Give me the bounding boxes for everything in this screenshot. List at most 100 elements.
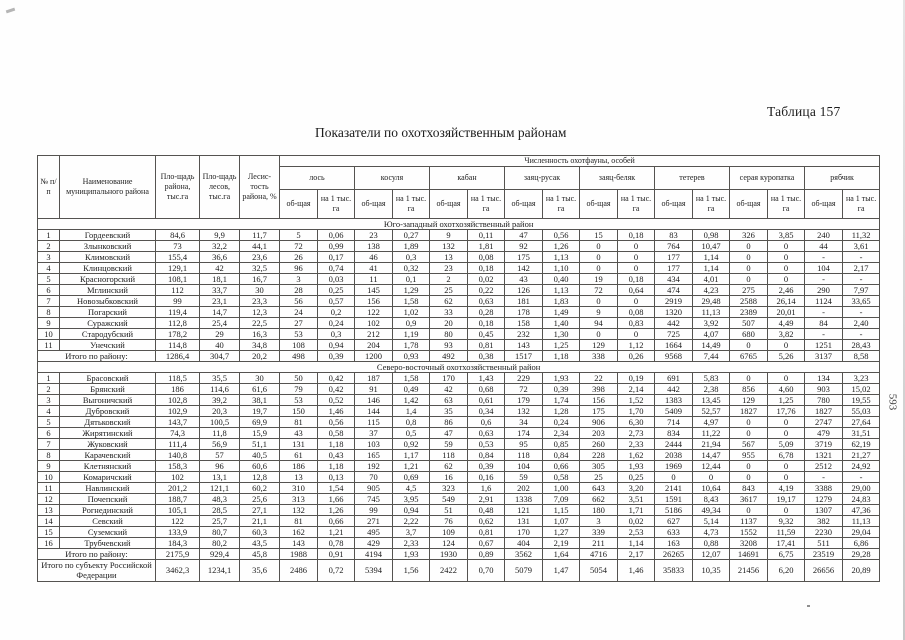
value-cell: 1,14 — [692, 262, 730, 274]
total-value-cell: 0,91 — [317, 548, 355, 560]
value-cell: 0,17 — [317, 251, 355, 263]
value-cell: 0,81 — [467, 339, 505, 351]
value-cell: 313 — [279, 493, 318, 505]
value-cell: 398 — [579, 383, 618, 395]
value-cell: 92 — [504, 240, 543, 252]
value-cell: 0 — [617, 328, 655, 340]
value-cell: 184,3 — [155, 537, 200, 549]
subcolumn-header: на 1 тыс. га — [317, 189, 355, 219]
grand-total-value-cell: 1,46 — [617, 559, 655, 582]
value-cell: 0,18 — [617, 229, 655, 241]
value-cell: 9,9 — [199, 229, 240, 241]
value-cell: 290 — [804, 284, 843, 296]
value-cell: 84,6 — [155, 229, 200, 241]
value-cell: 0,88 — [692, 537, 730, 549]
value-cell: 229 — [504, 372, 543, 384]
table-row: 6 Мглинский 112 33,7 30 28 0,25 145 1,29 25 0,22 12… — [37, 284, 881, 296]
grand-total-label: Итого по субъекту Российской Федерации — [37, 559, 156, 582]
row-number-cell: 4 — [37, 405, 60, 417]
value-cell: 1,6 — [467, 482, 505, 494]
value-cell: 7,09 — [542, 493, 580, 505]
grand-total-value-cell: 10,35 — [692, 559, 730, 582]
value-cell: 2,22 — [392, 515, 430, 527]
total-value-cell: 1200 — [354, 350, 393, 362]
value-cell: 0,03 — [317, 273, 355, 285]
value-cell: 0,78 — [317, 537, 355, 549]
value-cell: 162 — [279, 526, 318, 538]
district-name-cell: Навлинский — [59, 482, 156, 494]
value-cell: 6,78 — [767, 449, 805, 461]
value-cell: 0,08 — [617, 306, 655, 318]
value-cell: 80,2 — [199, 537, 240, 549]
grand-total-value-cell: 2422 — [429, 559, 468, 582]
value-cell: 0,18 — [467, 317, 505, 329]
value-cell: 1,52 — [617, 394, 655, 406]
value-cell: 11,13 — [692, 306, 730, 318]
value-cell: 131 — [504, 515, 543, 527]
district-name-cell: Клинцовский — [59, 262, 156, 274]
value-cell: 7,97 — [841, 284, 881, 296]
value-cell: 0,42 — [317, 372, 355, 384]
grand-total-value-cell: 35833 — [654, 559, 693, 582]
district-name-cell: Мглинский — [59, 284, 156, 296]
value-cell: 38,1 — [239, 394, 280, 406]
total-value-cell: 1930 — [429, 548, 468, 560]
value-cell: 0,28 — [467, 306, 505, 318]
total-value-cell: 0,38 — [467, 350, 505, 362]
value-cell: 0,6 — [467, 416, 505, 428]
value-cell: 1,27 — [542, 526, 580, 538]
value-cell: 158,3 — [155, 460, 200, 472]
value-cell: 29,04 — [841, 526, 881, 538]
value-cell: 0,53 — [467, 438, 505, 450]
value-cell: 39,2 — [199, 394, 240, 406]
value-cell: 91 — [354, 383, 393, 395]
value-cell: 0 — [729, 460, 768, 472]
row-number-cell: 2 — [37, 240, 60, 252]
value-cell: 36,6 — [199, 251, 240, 263]
value-cell: 0 — [729, 416, 768, 428]
value-cell: 903 — [804, 383, 843, 395]
value-cell: 72 — [279, 240, 318, 252]
value-cell: 0,34 — [467, 405, 505, 417]
value-cell: 5,09 — [767, 438, 805, 450]
district-name-cell: Унечский — [59, 339, 156, 351]
value-cell: 2919 — [654, 295, 693, 307]
value-cell: 0,39 — [467, 460, 505, 472]
row-number-cell: 5 — [37, 273, 60, 285]
value-cell: 1320 — [654, 306, 693, 318]
value-cell: 23,3 — [239, 295, 280, 307]
row-number-cell: 1 — [37, 372, 60, 384]
value-cell: 170 — [504, 526, 543, 538]
value-cell: 0,49 — [392, 383, 430, 395]
value-cell: 57 — [199, 449, 240, 461]
subcolumn-header: на 1 тыс. га — [841, 189, 881, 219]
scan-artifact — [5, 7, 16, 14]
value-cell: 549 — [429, 493, 468, 505]
value-cell: 14,47 — [692, 449, 730, 461]
subcolumn-header: на 1 тыс. га — [467, 189, 505, 219]
value-cell: 26,14 — [767, 295, 805, 307]
total-value-cell: 8,58 — [841, 350, 881, 362]
value-cell: 132 — [504, 405, 543, 417]
value-cell: 0 — [729, 273, 768, 285]
table-row: 13 Рогнединский 105,1 28,5 27,1 132 1,26 99 0,94… — [37, 504, 881, 516]
value-cell: 21,27 — [841, 449, 881, 461]
district-name-cell: Рогнединский — [59, 504, 156, 516]
total-value-cell: 304,7 — [199, 350, 240, 362]
value-cell: 3 — [279, 273, 318, 285]
value-cell: 180 — [579, 504, 618, 516]
value-cell: 56,9 — [199, 438, 240, 450]
subcolumn-header: об-щая — [279, 189, 318, 219]
value-cell: 1,71 — [617, 504, 655, 516]
grand-total-value-cell: 2486 — [279, 559, 318, 582]
value-cell: 188,7 — [155, 493, 200, 505]
value-cell: 0,56 — [317, 416, 355, 428]
value-cell: 56 — [279, 295, 318, 307]
value-cell: 906 — [579, 416, 618, 428]
value-cell: 0 — [729, 262, 768, 274]
value-cell: 25,6 — [239, 493, 280, 505]
value-cell: 1,17 — [392, 449, 430, 461]
page-number: 593 — [886, 393, 899, 411]
value-cell: 23 — [429, 262, 468, 274]
value-cell: 0,16 — [467, 471, 505, 483]
